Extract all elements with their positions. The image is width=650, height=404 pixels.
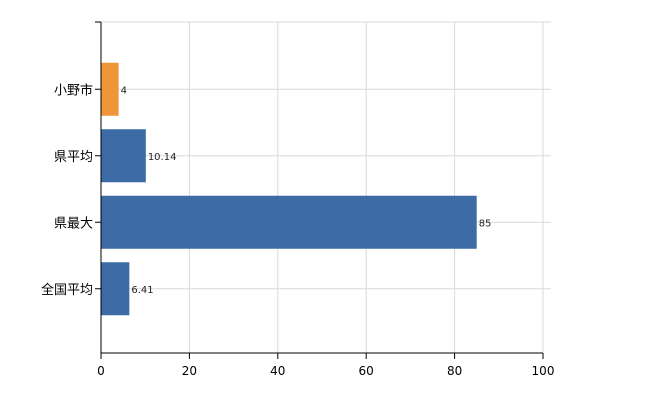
bar bbox=[101, 262, 130, 316]
y-tick-label: 県最大 bbox=[54, 216, 93, 231]
bars bbox=[101, 62, 477, 316]
x-tick-label: 80 bbox=[447, 364, 462, 378]
x-tick-label: 60 bbox=[359, 364, 374, 378]
x-tick-label: 0 bbox=[97, 364, 105, 378]
y-tick-label: 小野市 bbox=[54, 82, 93, 98]
grid-lines bbox=[101, 21, 551, 353]
bar bbox=[101, 195, 477, 249]
bar-value-label: 85 bbox=[479, 218, 492, 229]
bar bbox=[101, 62, 119, 116]
bar-value-label: 4 bbox=[121, 85, 127, 96]
data-labels: 4 10.14 85 6.41 bbox=[121, 85, 492, 296]
bar-value-label: 6.41 bbox=[131, 285, 153, 296]
bar bbox=[101, 129, 146, 183]
x-tick-label: 40 bbox=[270, 364, 285, 378]
x-tick-label: 20 bbox=[182, 364, 197, 378]
y-tick-label: 全国平均 bbox=[41, 282, 93, 298]
y-tick-label: 県平均 bbox=[54, 150, 93, 165]
x-tick-label: 100 bbox=[532, 364, 555, 378]
bar-value-label: 10.14 bbox=[148, 152, 177, 163]
